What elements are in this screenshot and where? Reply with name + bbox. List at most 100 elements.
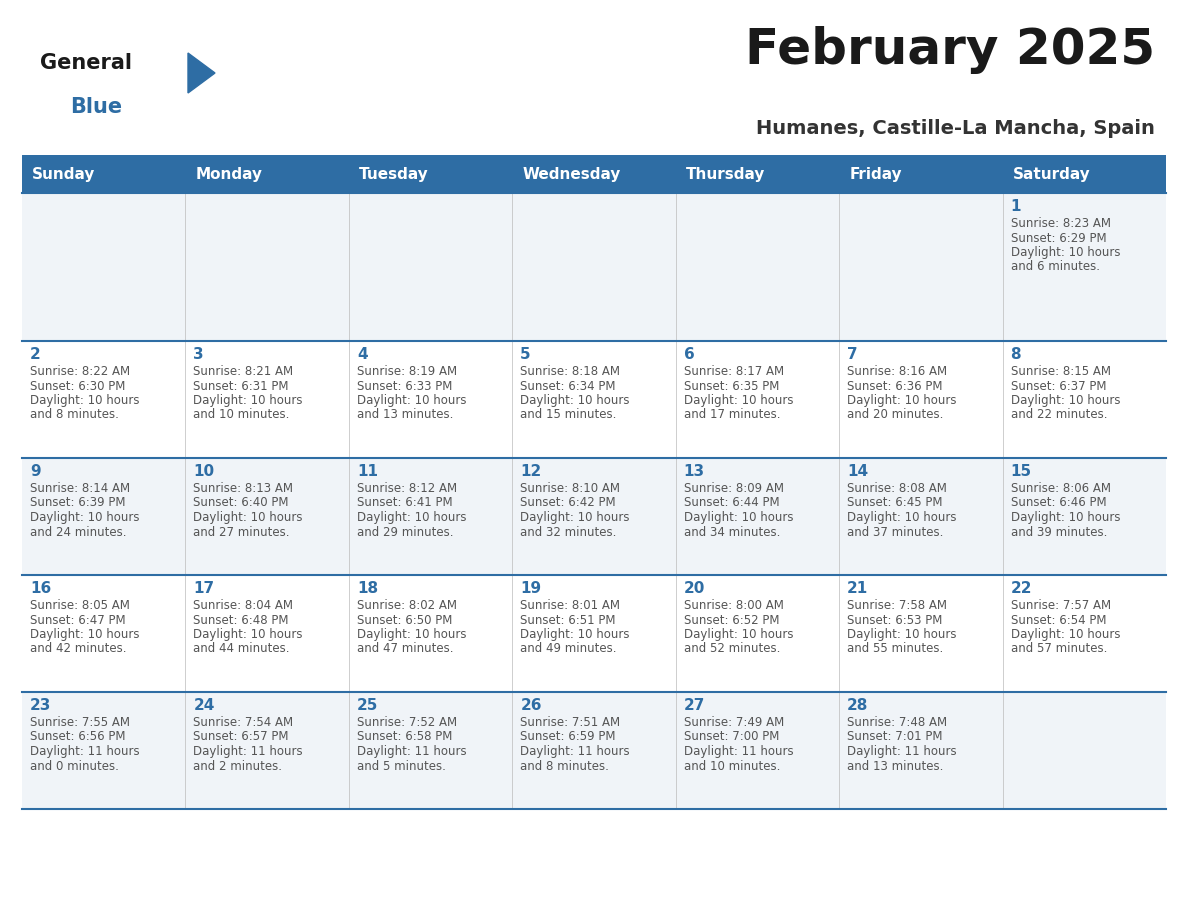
Text: and 24 minutes.: and 24 minutes. <box>30 525 126 539</box>
Text: Daylight: 10 hours: Daylight: 10 hours <box>847 511 956 524</box>
Text: General: General <box>40 53 132 73</box>
Text: Sunset: 6:29 PM: Sunset: 6:29 PM <box>1011 231 1106 244</box>
Text: Sunset: 7:01 PM: Sunset: 7:01 PM <box>847 731 942 744</box>
Text: 18: 18 <box>356 581 378 596</box>
Text: Sunrise: 8:16 AM: Sunrise: 8:16 AM <box>847 365 947 378</box>
Text: Sunset: 6:42 PM: Sunset: 6:42 PM <box>520 497 615 509</box>
Text: Sunrise: 7:58 AM: Sunrise: 7:58 AM <box>847 599 947 612</box>
Text: Daylight: 11 hours: Daylight: 11 hours <box>30 745 140 758</box>
Text: Sunrise: 8:09 AM: Sunrise: 8:09 AM <box>684 482 784 495</box>
Text: Sunrise: 8:08 AM: Sunrise: 8:08 AM <box>847 482 947 495</box>
Text: 3: 3 <box>194 347 204 362</box>
Text: Sunrise: 8:23 AM: Sunrise: 8:23 AM <box>1011 217 1111 230</box>
Text: Daylight: 10 hours: Daylight: 10 hours <box>1011 246 1120 259</box>
Text: and 42 minutes.: and 42 minutes. <box>30 643 126 655</box>
Text: Sunset: 6:40 PM: Sunset: 6:40 PM <box>194 497 289 509</box>
Text: Sunrise: 8:14 AM: Sunrise: 8:14 AM <box>30 482 131 495</box>
Text: Sunset: 6:36 PM: Sunset: 6:36 PM <box>847 379 942 393</box>
Text: Daylight: 10 hours: Daylight: 10 hours <box>1011 394 1120 407</box>
Text: Daylight: 10 hours: Daylight: 10 hours <box>356 511 467 524</box>
Text: Sunset: 6:54 PM: Sunset: 6:54 PM <box>1011 613 1106 626</box>
Text: Daylight: 10 hours: Daylight: 10 hours <box>520 394 630 407</box>
Text: Blue: Blue <box>70 97 122 117</box>
Text: 7: 7 <box>847 347 858 362</box>
Text: and 8 minutes.: and 8 minutes. <box>520 759 609 773</box>
Text: and 34 minutes.: and 34 minutes. <box>684 525 781 539</box>
Text: 2: 2 <box>30 347 40 362</box>
Text: Sunrise: 7:54 AM: Sunrise: 7:54 AM <box>194 716 293 729</box>
Text: Sunset: 6:35 PM: Sunset: 6:35 PM <box>684 379 779 393</box>
Text: 20: 20 <box>684 581 706 596</box>
Text: and 27 minutes.: and 27 minutes. <box>194 525 290 539</box>
Text: 15: 15 <box>1011 464 1031 479</box>
Text: Daylight: 10 hours: Daylight: 10 hours <box>684 394 794 407</box>
Text: Daylight: 11 hours: Daylight: 11 hours <box>194 745 303 758</box>
Text: Sunrise: 8:13 AM: Sunrise: 8:13 AM <box>194 482 293 495</box>
Text: 8: 8 <box>1011 347 1022 362</box>
Text: 1: 1 <box>1011 199 1020 214</box>
Text: and 37 minutes.: and 37 minutes. <box>847 525 943 539</box>
Text: 11: 11 <box>356 464 378 479</box>
Text: Sunset: 6:33 PM: Sunset: 6:33 PM <box>356 379 453 393</box>
Text: Daylight: 10 hours: Daylight: 10 hours <box>30 394 139 407</box>
Text: Sunrise: 7:55 AM: Sunrise: 7:55 AM <box>30 716 129 729</box>
Text: Sunrise: 8:00 AM: Sunrise: 8:00 AM <box>684 599 784 612</box>
Text: 27: 27 <box>684 698 706 713</box>
Text: 26: 26 <box>520 698 542 713</box>
Text: Sunrise: 8:15 AM: Sunrise: 8:15 AM <box>1011 365 1111 378</box>
Text: Sunset: 6:51 PM: Sunset: 6:51 PM <box>520 613 615 626</box>
Text: and 52 minutes.: and 52 minutes. <box>684 643 781 655</box>
Text: Sunset: 6:37 PM: Sunset: 6:37 PM <box>1011 379 1106 393</box>
Text: and 55 minutes.: and 55 minutes. <box>847 643 943 655</box>
Text: Sunset: 6:44 PM: Sunset: 6:44 PM <box>684 497 779 509</box>
Text: 10: 10 <box>194 464 215 479</box>
Text: Sunset: 6:31 PM: Sunset: 6:31 PM <box>194 379 289 393</box>
Text: Daylight: 11 hours: Daylight: 11 hours <box>847 745 956 758</box>
Text: Sunrise: 7:48 AM: Sunrise: 7:48 AM <box>847 716 947 729</box>
Text: 23: 23 <box>30 698 51 713</box>
Text: and 22 minutes.: and 22 minutes. <box>1011 409 1107 421</box>
Text: Sunrise: 8:12 AM: Sunrise: 8:12 AM <box>356 482 457 495</box>
Text: Daylight: 10 hours: Daylight: 10 hours <box>30 511 139 524</box>
Text: Sunset: 6:50 PM: Sunset: 6:50 PM <box>356 613 453 626</box>
Text: Sunset: 6:56 PM: Sunset: 6:56 PM <box>30 731 126 744</box>
Text: Daylight: 10 hours: Daylight: 10 hours <box>356 628 467 641</box>
Text: Sunrise: 8:04 AM: Sunrise: 8:04 AM <box>194 599 293 612</box>
Text: 17: 17 <box>194 581 215 596</box>
Text: Sunset: 6:52 PM: Sunset: 6:52 PM <box>684 613 779 626</box>
Text: and 17 minutes.: and 17 minutes. <box>684 409 781 421</box>
Text: Sunrise: 7:51 AM: Sunrise: 7:51 AM <box>520 716 620 729</box>
Polygon shape <box>188 53 215 93</box>
Text: Sunrise: 8:18 AM: Sunrise: 8:18 AM <box>520 365 620 378</box>
Text: and 10 minutes.: and 10 minutes. <box>684 759 781 773</box>
Text: and 13 minutes.: and 13 minutes. <box>356 409 454 421</box>
Text: Daylight: 10 hours: Daylight: 10 hours <box>30 628 139 641</box>
Text: and 6 minutes.: and 6 minutes. <box>1011 261 1100 274</box>
Text: Daylight: 10 hours: Daylight: 10 hours <box>847 394 956 407</box>
Text: 4: 4 <box>356 347 367 362</box>
Text: Daylight: 10 hours: Daylight: 10 hours <box>1011 511 1120 524</box>
Text: and 13 minutes.: and 13 minutes. <box>847 759 943 773</box>
Text: 28: 28 <box>847 698 868 713</box>
Text: Sunday: Sunday <box>32 166 95 182</box>
Text: Sunset: 6:30 PM: Sunset: 6:30 PM <box>30 379 126 393</box>
Text: Sunset: 6:58 PM: Sunset: 6:58 PM <box>356 731 453 744</box>
Text: Thursday: Thursday <box>685 166 765 182</box>
Text: Daylight: 10 hours: Daylight: 10 hours <box>684 511 794 524</box>
Text: Sunrise: 8:22 AM: Sunrise: 8:22 AM <box>30 365 131 378</box>
Text: and 10 minutes.: and 10 minutes. <box>194 409 290 421</box>
Text: Daylight: 10 hours: Daylight: 10 hours <box>520 511 630 524</box>
Text: Sunrise: 8:10 AM: Sunrise: 8:10 AM <box>520 482 620 495</box>
Text: and 57 minutes.: and 57 minutes. <box>1011 643 1107 655</box>
Text: Sunrise: 8:02 AM: Sunrise: 8:02 AM <box>356 599 457 612</box>
Text: Sunset: 7:00 PM: Sunset: 7:00 PM <box>684 731 779 744</box>
Text: and 0 minutes.: and 0 minutes. <box>30 759 119 773</box>
Text: Friday: Friday <box>849 166 902 182</box>
Text: Daylight: 11 hours: Daylight: 11 hours <box>684 745 794 758</box>
Text: Sunrise: 8:19 AM: Sunrise: 8:19 AM <box>356 365 457 378</box>
Text: 19: 19 <box>520 581 542 596</box>
Text: Daylight: 11 hours: Daylight: 11 hours <box>520 745 630 758</box>
Text: 5: 5 <box>520 347 531 362</box>
Text: and 15 minutes.: and 15 minutes. <box>520 409 617 421</box>
Text: and 8 minutes.: and 8 minutes. <box>30 409 119 421</box>
